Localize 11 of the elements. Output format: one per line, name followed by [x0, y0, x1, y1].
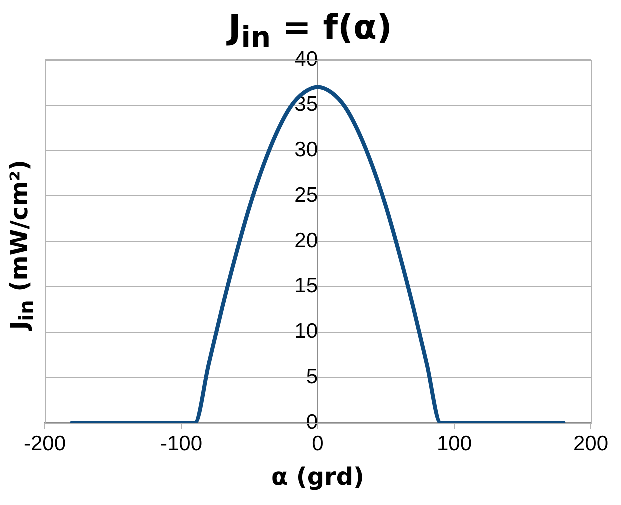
x-tick-label: 200: [573, 432, 609, 456]
y-tick-label: 10: [294, 320, 318, 344]
y-tick-label: 15: [294, 274, 318, 298]
y-tick-label: 20: [294, 229, 318, 252]
x-axis-title: α (grd): [272, 462, 364, 491]
y-tick-label: 5: [306, 365, 318, 388]
x-tick-label: -200: [24, 432, 66, 456]
y-tick-label: 25: [294, 184, 318, 207]
x-tick-label: -100: [160, 432, 203, 456]
y-tick-label: 30: [294, 138, 318, 162]
x-tick-label: 100: [436, 432, 472, 456]
